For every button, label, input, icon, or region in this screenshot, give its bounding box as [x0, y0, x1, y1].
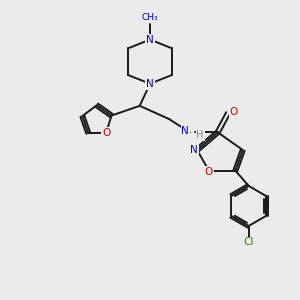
- Text: H: H: [196, 130, 204, 140]
- Text: N: N: [190, 145, 198, 155]
- Text: Cl: Cl: [244, 238, 254, 248]
- Text: N: N: [146, 34, 154, 45]
- Text: O: O: [230, 107, 238, 117]
- Text: O: O: [102, 128, 110, 138]
- Text: N: N: [182, 126, 189, 136]
- Text: CH₃: CH₃: [142, 13, 158, 22]
- Text: N: N: [146, 79, 154, 89]
- Text: O: O: [205, 167, 213, 177]
